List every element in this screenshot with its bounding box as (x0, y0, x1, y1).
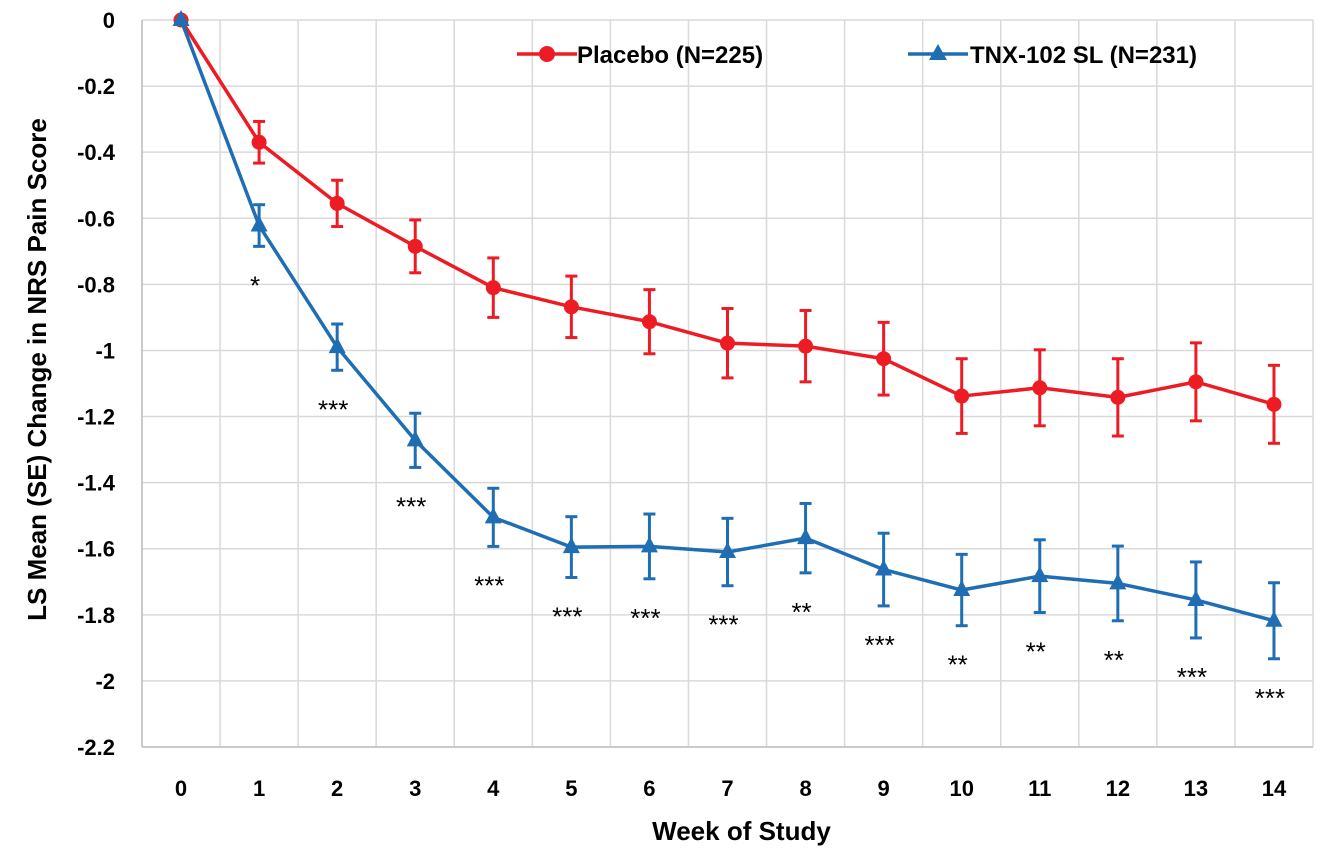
data-point (1187, 589, 1205, 606)
significance-marker: *** (474, 570, 504, 600)
significance-marker: ** (1104, 645, 1124, 675)
x-tick-label: 4 (487, 776, 500, 801)
data-point (329, 195, 345, 211)
significance-annotations: ************* *** *** ******* ** ******** (250, 270, 1285, 712)
significance-marker: *** (318, 394, 348, 424)
legend-label: TNX-102 SL (N=231) (970, 42, 1197, 69)
y-tick-label: -1.4 (77, 471, 116, 496)
data-point (1110, 389, 1126, 405)
y-tick-label: -1.6 (77, 537, 115, 562)
data-point (172, 10, 190, 26)
data-point (562, 537, 580, 554)
x-tick-label: 5 (565, 776, 577, 801)
data-point (1032, 380, 1048, 396)
y-tick-label: -0.2 (77, 74, 115, 99)
x-tick-label: 10 (949, 776, 973, 801)
x-tick-label: 11 (1028, 776, 1051, 801)
x-axis-title: Week of Study (652, 816, 831, 846)
x-tick-label: 9 (878, 776, 890, 801)
series-tnx-102-sl (172, 10, 1283, 661)
data-point (485, 280, 501, 296)
significance-marker: *** (708, 610, 738, 640)
data-point (875, 559, 893, 576)
legend-marker (929, 44, 947, 60)
data-point (251, 134, 267, 150)
significance-marker: ** (791, 597, 811, 627)
data-point (1109, 573, 1127, 590)
x-tick-label: 13 (1184, 776, 1208, 801)
x-tick-label: 12 (1106, 776, 1130, 801)
significance-marker: *** (630, 603, 660, 633)
y-tick-label: -2.2 (77, 735, 115, 760)
data-point (797, 528, 815, 545)
y-tick-label: -2 (95, 669, 115, 694)
data-point (1266, 396, 1282, 412)
significance-marker: *** (396, 491, 426, 521)
significance-marker: *** (552, 601, 582, 631)
x-tick-label: 3 (409, 776, 421, 801)
data-point (720, 335, 735, 351)
series (172, 10, 1283, 661)
data-point (563, 299, 579, 315)
y-tick-label: -0.4 (77, 140, 116, 165)
legend: Placebo (N=225) TNX-102 SL (N=231) (517, 42, 1197, 69)
data-point (1265, 610, 1283, 627)
legend-item-placebo: Placebo (N=225) (517, 42, 763, 69)
legend-label: Placebo (N=225) (577, 42, 763, 69)
legend-item-tnx-102-sl: TNX-102 SL (N=231) (908, 42, 1197, 69)
y-tick-label: -0.6 (77, 206, 115, 231)
x-tick-label: 6 (643, 776, 655, 801)
data-point (407, 238, 423, 254)
data-point (640, 536, 658, 553)
tick-labels: 0 -0.2 -0.4 -0.6 -0.8 -1 -1.2 -1.4 -1.6 -1.8 -2 -2.… (77, 8, 1287, 801)
legend-marker (539, 46, 555, 62)
y-tick-label: 0 (103, 8, 115, 33)
data-point (1031, 566, 1049, 583)
x-tick-label: 2 (331, 776, 343, 801)
data-point (953, 580, 971, 597)
data-point (328, 337, 346, 354)
data-point (641, 314, 657, 330)
significance-marker: *** (864, 630, 894, 660)
y-tick-label: -0.8 (77, 272, 115, 297)
axes (141, 20, 1313, 748)
y-tick-label: -1 (95, 338, 115, 363)
data-point (1188, 374, 1204, 390)
significance-marker: *** (1255, 683, 1285, 713)
data-point (876, 351, 892, 367)
data-point (484, 507, 502, 524)
significance-marker: ** (948, 650, 968, 680)
data-point (250, 215, 268, 232)
x-tick-label: 14 (1262, 776, 1287, 801)
series-placebo (173, 12, 1282, 445)
significance-marker: * (250, 270, 260, 300)
significance-marker: ** (1026, 637, 1046, 667)
y-tick-label: -1.8 (77, 603, 115, 628)
x-tick-label: 1 (253, 776, 265, 801)
x-tick-label: 0 (175, 776, 187, 801)
significance-marker: *** (1177, 662, 1207, 692)
data-point (719, 542, 736, 559)
data-point (406, 430, 424, 447)
data-point (954, 388, 970, 404)
y-tick-label: -1.2 (77, 405, 115, 430)
y-axis-title: LS Mean (SE) Change in NRS Pain Score (22, 118, 52, 621)
data-point (798, 338, 814, 354)
x-tick-label: 8 (799, 776, 811, 801)
x-tick-label: 7 (721, 776, 733, 801)
